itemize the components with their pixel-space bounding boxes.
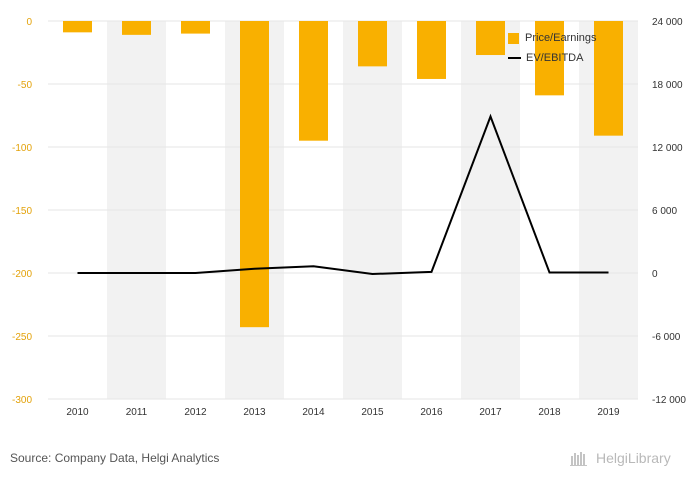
right-tick-label: 6 000 (652, 206, 677, 217)
x-tick-label: 2011 (126, 407, 148, 418)
library-books-icon (570, 452, 587, 466)
ev-ebitda-line (77, 113, 609, 276)
gridlines (48, 20, 638, 400)
right-tick-label: 18 000 (652, 80, 683, 91)
x-axis-ticks: 2010 2011 2012 2013 2014 2015 2016 2017 2018 2019 (66, 407, 620, 418)
left-tick-label: -100 (12, 143, 32, 154)
legend-item-ev-ebitda[interactable]: EV/EBITDA (508, 48, 597, 68)
bar-2013 (240, 21, 269, 328)
left-tick-label: -300 (12, 395, 32, 406)
x-tick-label: 2010 (66, 407, 89, 418)
bar-2015 (358, 21, 387, 67)
x-tick-label: 2014 (302, 407, 325, 418)
left-tick-label: -200 (12, 269, 32, 280)
left-tick-label: -250 (12, 332, 32, 343)
bar-series (63, 21, 623, 328)
left-axis-ticks: 0 -50 -100 -150 -200 -250 -300 (12, 17, 32, 406)
x-tick-label: 2019 (597, 407, 620, 418)
bar-2018 (535, 21, 564, 96)
right-tick-label: 0 (652, 269, 658, 280)
right-tick-label: -12 000 (652, 395, 686, 406)
legend: Price/Earnings EV/EBITDA (508, 28, 597, 68)
left-tick-label: -150 (12, 206, 32, 217)
left-tick-label: 0 (26, 17, 32, 28)
left-tick-label: -50 (18, 80, 33, 91)
right-tick-label: 12 000 (652, 143, 683, 154)
bar-2012 (181, 21, 210, 34)
legend-line-swatch (508, 57, 521, 59)
helgi-library-logo[interactable]: HelgiLibrary (570, 450, 671, 466)
right-tick-label: -6 000 (652, 332, 681, 343)
x-tick-label: 2015 (361, 407, 384, 418)
x-tick-label: 2017 (479, 407, 502, 418)
logo-text: HelgiLibrary (596, 450, 671, 466)
x-tick-label: 2013 (243, 407, 266, 418)
bar-2019 (594, 21, 623, 136)
right-axis-ticks: 24 000 18 000 12 000 6 000 0 -6 000 -12 000 (652, 17, 686, 406)
legend-bar-swatch (508, 32, 519, 44)
bar-2011 (122, 21, 151, 35)
bar-2010 (63, 21, 92, 33)
legend-item-price-earnings[interactable]: Price/Earnings (508, 28, 597, 48)
source-note: Source: Company Data, Helgi Analytics (10, 451, 220, 465)
line-series (77, 113, 609, 276)
bar-2014 (299, 21, 328, 141)
bar-2017 (476, 21, 505, 56)
legend-label-ev-ebitda: EV/EBITDA (526, 52, 584, 64)
x-tick-label: 2018 (538, 407, 561, 418)
bar-2016 (417, 21, 446, 79)
x-tick-label: 2012 (184, 407, 207, 418)
legend-label-price-earnings: Price/Earnings (525, 32, 597, 44)
chart: 0 -50 -100 -150 -200 -250 -300 24 000 18 000 12 … (12, 17, 686, 418)
right-tick-label: 24 000 (652, 17, 683, 28)
x-tick-label: 2016 (420, 407, 443, 418)
